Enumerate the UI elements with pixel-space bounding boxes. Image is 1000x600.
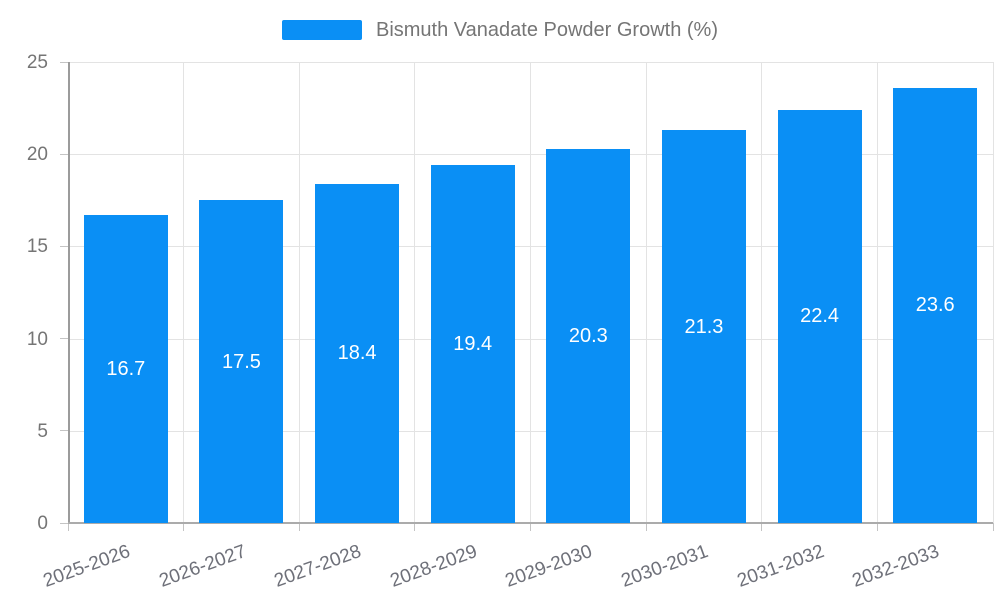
legend: Bismuth Vanadate Powder Growth (%) — [0, 18, 1000, 42]
bar[interactable]: 18.4 — [315, 183, 400, 523]
x-tick-label: 2027-2028 — [271, 541, 365, 592]
x-gridline — [992, 62, 994, 523]
y-tick-label: 20 — [26, 144, 48, 166]
bar[interactable]: 16.7 — [83, 215, 168, 523]
bar-value-label: 18.4 — [337, 342, 377, 365]
y-tick-mark — [60, 245, 68, 247]
bar[interactable]: 20.3 — [546, 148, 631, 523]
y-tick-mark — [60, 430, 68, 432]
y-tick-label: 10 — [26, 328, 48, 350]
bar[interactable]: 17.5 — [199, 200, 284, 523]
x-gridline — [645, 62, 647, 523]
y-axis-line — [68, 62, 70, 523]
bar-value-label: 16.7 — [106, 358, 146, 381]
y-tick-mark — [60, 153, 68, 155]
x-tick-label: 2025-2026 — [40, 541, 133, 592]
x-tick-mark — [876, 523, 878, 531]
y-tick-mark — [60, 338, 68, 340]
x-tick-label: 2028-2029 — [387, 541, 480, 592]
bar-value-label: 21.3 — [684, 315, 724, 338]
x-gridline — [876, 62, 878, 523]
x-gridline — [414, 62, 416, 523]
x-axis-line — [68, 522, 993, 524]
y-tick-mark — [60, 61, 68, 63]
bar-value-label: 22.4 — [800, 305, 840, 328]
x-gridline — [183, 62, 185, 523]
x-tick-mark — [530, 523, 531, 531]
x-tick-label: 2026-2027 — [156, 541, 249, 592]
y-tick-label: 15 — [26, 236, 48, 258]
x-gridline — [761, 62, 763, 523]
legend-item[interactable]: Bismuth Vanadate Powder Growth (%) — [281, 18, 718, 42]
x-tick-mark — [414, 523, 416, 531]
y-tick-label: 0 — [37, 513, 48, 534]
x-tick-mark — [183, 523, 185, 531]
bar-value-label: 23.6 — [915, 294, 955, 317]
plot-area: 0 5 10 15 20 25 16.7 17.5 18.4 19.4 20.3 21.3 22.4 23… — [27, 53, 994, 592]
y-tick-label: 5 — [37, 420, 48, 442]
bar[interactable]: 22.4 — [777, 109, 862, 523]
bar-value-label: 20.3 — [568, 324, 608, 347]
x-tick-mark — [992, 523, 994, 531]
x-tick-label: 2029-2030 — [502, 541, 596, 592]
bar[interactable]: 21.3 — [661, 130, 746, 523]
x-gridline — [530, 62, 531, 523]
x-tick-mark — [298, 523, 300, 531]
x-tick-label: 2030-2031 — [618, 541, 712, 592]
bar[interactable]: 23.6 — [893, 87, 978, 523]
bar-value-label: 19.4 — [453, 333, 493, 356]
x-tick-mark — [645, 523, 647, 531]
bar-value-label: 17.5 — [221, 350, 261, 373]
y-tick-label: 25 — [26, 52, 48, 73]
x-tick-label: 2032-2033 — [849, 541, 943, 592]
x-gridline — [298, 62, 300, 523]
x-tick-mark — [761, 523, 763, 531]
legend-label: Bismuth Vanadate Powder Growth (%) — [375, 19, 718, 41]
bar[interactable]: 19.4 — [430, 165, 515, 523]
legend-swatch — [281, 20, 362, 40]
x-tick-mark — [67, 523, 69, 531]
x-tick-label: 2031-2032 — [734, 541, 827, 592]
y-tick-mark — [60, 522, 68, 524]
